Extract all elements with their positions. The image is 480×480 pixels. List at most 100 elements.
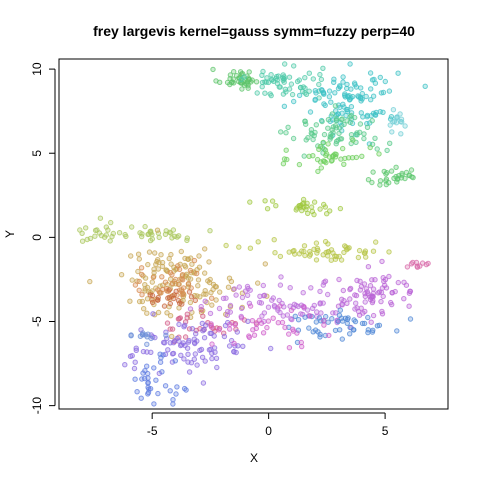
- data-point: [325, 117, 332, 123]
- data-point: [127, 298, 133, 304]
- data-point: [247, 287, 253, 293]
- data-point: [103, 232, 110, 238]
- data-point: [339, 336, 345, 342]
- data-point: [196, 253, 202, 259]
- data-point: [320, 252, 326, 258]
- data-point: [347, 114, 353, 120]
- data-point: [309, 208, 315, 215]
- data-point: [139, 231, 145, 237]
- data-point: [96, 230, 103, 236]
- data-point: [146, 249, 153, 255]
- data-point: [302, 90, 308, 96]
- data-point: [290, 326, 296, 332]
- data-point: [370, 312, 377, 319]
- data-point: [326, 88, 333, 94]
- data-point: [148, 230, 154, 236]
- data-point: [225, 284, 232, 290]
- data-point: [338, 117, 345, 123]
- data-point: [318, 165, 324, 171]
- data-point: [272, 304, 278, 310]
- data-point: [260, 68, 266, 75]
- data-point: [301, 204, 307, 211]
- data-point: [363, 93, 369, 100]
- data-point: [408, 167, 415, 173]
- data-point: [298, 339, 304, 346]
- data-point: [316, 81, 322, 88]
- data-point: [145, 389, 152, 396]
- data-point: [320, 139, 326, 146]
- data-point: [368, 319, 374, 325]
- data-point: [333, 141, 339, 147]
- data-point: [147, 292, 153, 298]
- data-point: [286, 331, 292, 337]
- data-point: [194, 338, 200, 344]
- x-tick-label: 5: [382, 424, 389, 438]
- data-point: [317, 144, 324, 150]
- data-point: [307, 248, 313, 255]
- data-point: [377, 182, 383, 188]
- data-point: [388, 299, 394, 306]
- data-point: [255, 239, 261, 245]
- y-tick-label: 10: [30, 62, 44, 76]
- data-point: [191, 356, 198, 362]
- data-point: [364, 289, 370, 295]
- data-point: [224, 312, 231, 318]
- data-point: [347, 331, 353, 337]
- data-point: [277, 282, 284, 288]
- data-point: [179, 272, 186, 278]
- data-point: [254, 90, 260, 96]
- data-point: [151, 401, 157, 407]
- data-point: [172, 358, 179, 364]
- data-point: [330, 250, 336, 256]
- data-point: [175, 297, 182, 304]
- data-point: [209, 295, 215, 301]
- data-point: [386, 273, 392, 280]
- data-point: [134, 389, 140, 395]
- data-point: [333, 117, 339, 124]
- data-point: [313, 90, 319, 96]
- data-point: [340, 74, 346, 80]
- data-point: [357, 287, 364, 293]
- data-point: [139, 271, 145, 278]
- data-point: [79, 238, 86, 244]
- data-point: [191, 257, 198, 264]
- data-point: [336, 253, 342, 260]
- data-point: [332, 151, 338, 157]
- data-point: [338, 156, 344, 162]
- data-point: [342, 315, 349, 321]
- data-point: [361, 320, 368, 327]
- data-point: [328, 134, 334, 140]
- data-point: [291, 63, 297, 69]
- data-point: [144, 363, 150, 369]
- data-point: [340, 287, 346, 294]
- data-point: [250, 327, 256, 333]
- data-point: [192, 297, 199, 304]
- data-point: [205, 278, 211, 284]
- data-point: [296, 161, 303, 168]
- data-point: [239, 294, 246, 301]
- data-point: [417, 263, 423, 269]
- data-point: [342, 243, 348, 249]
- data-point: [413, 259, 420, 266]
- data-point: [348, 86, 354, 92]
- data-point: [337, 307, 343, 313]
- data-point: [162, 279, 169, 285]
- data-point: [144, 296, 151, 302]
- data-point: [162, 383, 169, 389]
- data-point: [170, 350, 177, 357]
- data-point: [288, 81, 295, 87]
- data-point: [159, 274, 165, 280]
- data-point: [186, 369, 193, 375]
- data-point: [174, 234, 180, 240]
- data-point: [389, 289, 395, 296]
- data-point: [379, 311, 386, 317]
- data-point: [302, 252, 308, 259]
- data-point: [202, 246, 208, 252]
- data-point: [159, 263, 166, 270]
- data-point: [166, 255, 172, 262]
- data-point: [237, 69, 244, 75]
- data-point: [181, 356, 187, 362]
- data-point: [339, 296, 345, 302]
- data-point: [209, 302, 215, 308]
- data-point: [320, 65, 326, 72]
